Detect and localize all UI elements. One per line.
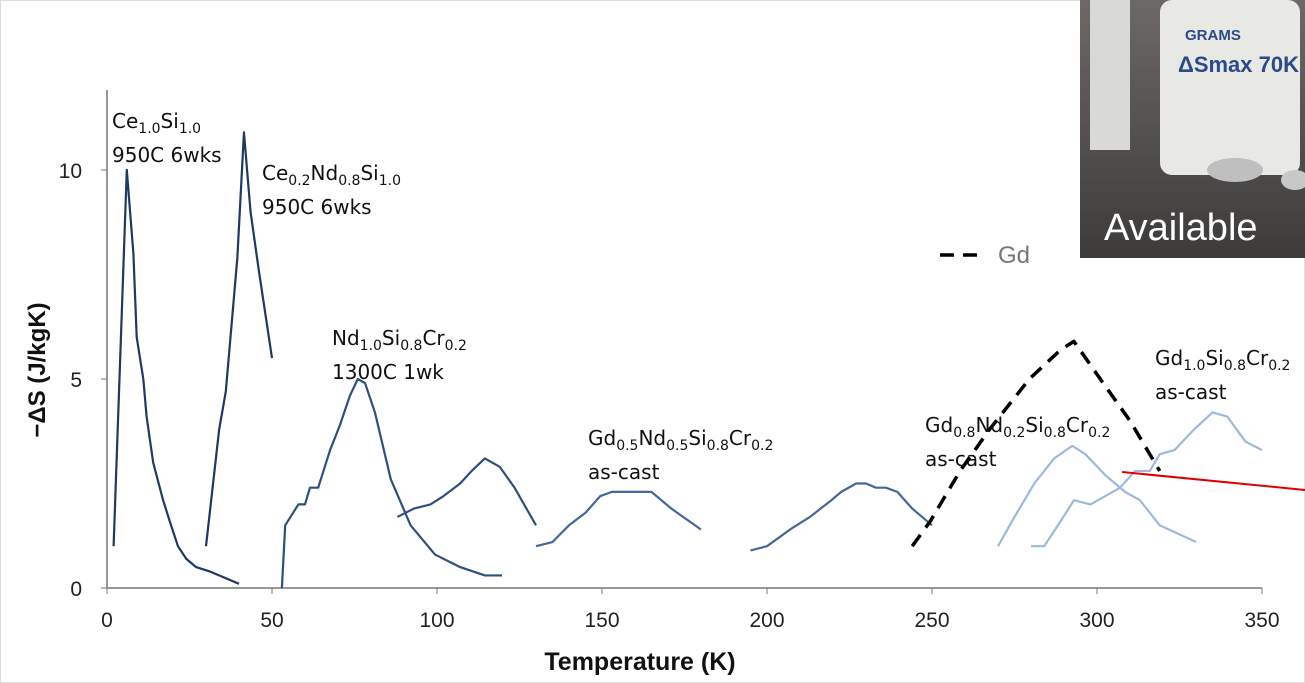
annotation-text: Cr xyxy=(729,426,752,450)
subscript: 1.0 xyxy=(379,173,401,189)
x-tick-label: 100 xyxy=(419,609,454,632)
x-tick-label: 250 xyxy=(914,609,949,632)
series-line xyxy=(280,377,503,589)
annotation: Ce0.2Nd0.8Si1.0 xyxy=(262,161,401,189)
subscript: 1.0 xyxy=(138,121,160,137)
annotation-text: Gd xyxy=(925,413,953,437)
inset-photo: GRAMS ΔSmax 70K Available xyxy=(1080,0,1305,258)
x-tick-label: 300 xyxy=(1079,609,1114,632)
subscript: 0.2 xyxy=(1003,425,1025,441)
x-axis-label: Temperature (K) xyxy=(544,648,735,676)
series-line xyxy=(204,131,274,547)
annotation-text: as-cast xyxy=(1155,380,1227,404)
x-tick-label: 0 xyxy=(101,609,113,632)
annotation-text: Si xyxy=(161,109,179,133)
annotation: 950C 6wks xyxy=(262,195,372,219)
annotation-text: 950C 6wks xyxy=(112,143,222,167)
annotation: Gd0.5Nd0.5Si0.8Cr0.2 xyxy=(588,426,773,454)
annotation-text: 1300C 1wk xyxy=(332,360,444,384)
annotation-text: Si xyxy=(382,326,400,350)
subscript: 0.8 xyxy=(953,425,975,441)
series-line xyxy=(997,444,1197,547)
annotation: as-cast xyxy=(925,447,997,471)
annotation-text: as-cast xyxy=(925,447,997,471)
y-tick-label: 0 xyxy=(70,578,82,601)
annotation-text: Gd xyxy=(588,426,616,450)
subscript: 0.8 xyxy=(1044,425,1066,441)
inset-caption: Available xyxy=(1104,207,1258,249)
annotation-text: Ce xyxy=(112,109,138,133)
annotation-text: Ce xyxy=(262,161,288,185)
subscript: 0.2 xyxy=(445,338,467,354)
subscript: 1.0 xyxy=(1183,358,1205,374)
annotation: Gd0.8Nd0.2Si0.8Cr0.2 xyxy=(925,413,1110,441)
annotation-text: Cr xyxy=(1066,413,1089,437)
annotation-text: Nd xyxy=(975,413,1003,437)
series-line xyxy=(910,339,1162,548)
annotation: 950C 6wks xyxy=(112,143,222,167)
annotation: 1300C 1wk xyxy=(332,360,444,384)
subscript: 1.0 xyxy=(360,338,382,354)
annotation-text: Nd xyxy=(332,326,360,350)
subscript: 0.2 xyxy=(1088,425,1110,441)
subscript: 1.0 xyxy=(179,121,201,137)
subscript: 0.8 xyxy=(1224,358,1246,374)
x-tick-label: 150 xyxy=(584,609,619,632)
y-tick-label: 5 xyxy=(70,369,82,392)
annotation-line xyxy=(1121,471,1305,491)
y-tick-label: 10 xyxy=(59,160,82,183)
annotation: Gd1.0Si0.8Cr0.2 xyxy=(1155,346,1290,374)
annotation-text: Cr xyxy=(422,326,445,350)
series-line xyxy=(396,457,537,526)
subscript: 0.5 xyxy=(666,438,688,454)
x-tick-label: 350 xyxy=(1244,609,1279,632)
annotation: as-cast xyxy=(588,460,660,484)
subscript: 0.8 xyxy=(338,173,360,189)
series-line xyxy=(535,490,702,548)
annotation-text: Si xyxy=(688,426,706,450)
annotation-text: Nd xyxy=(311,161,339,185)
series-line xyxy=(112,168,240,585)
annotation-text: Nd xyxy=(638,426,666,450)
subscript: 0.2 xyxy=(288,173,310,189)
series-line xyxy=(1031,411,1263,548)
annotation: Nd1.0Si0.8Cr0.2 xyxy=(332,326,467,354)
x-tick-label: 50 xyxy=(260,609,283,632)
subscript: 0.8 xyxy=(707,438,729,454)
x-tick-label: 200 xyxy=(749,609,784,632)
annotation-text: Si xyxy=(1025,413,1043,437)
subscript: 0.2 xyxy=(751,438,773,454)
jar xyxy=(1160,0,1300,175)
subscript: 0.2 xyxy=(1268,358,1290,374)
jar-label: ΔSmax 70K xyxy=(1178,52,1299,77)
sample xyxy=(1207,158,1263,182)
subscript: 0.8 xyxy=(400,338,422,354)
annotation: as-cast xyxy=(1155,380,1227,404)
series-line xyxy=(750,482,933,552)
y-axis-label: −ΔS (J/kgK) xyxy=(24,302,51,437)
sample xyxy=(1281,170,1305,190)
annotation-text: Si xyxy=(1205,346,1223,370)
annotation: Ce1.0Si1.0 xyxy=(112,109,201,137)
annotation-text: Gd xyxy=(1155,346,1183,370)
subscript: 0.5 xyxy=(616,438,638,454)
annotation-text: Si xyxy=(360,161,378,185)
annotation-text: 950C 6wks xyxy=(262,195,372,219)
jar xyxy=(1090,0,1130,150)
annotation-text: Cr xyxy=(1246,346,1269,370)
annotation-text: as-cast xyxy=(588,460,660,484)
legend-label: Gd xyxy=(998,242,1030,269)
jar-brand: GRAMS xyxy=(1185,27,1241,44)
